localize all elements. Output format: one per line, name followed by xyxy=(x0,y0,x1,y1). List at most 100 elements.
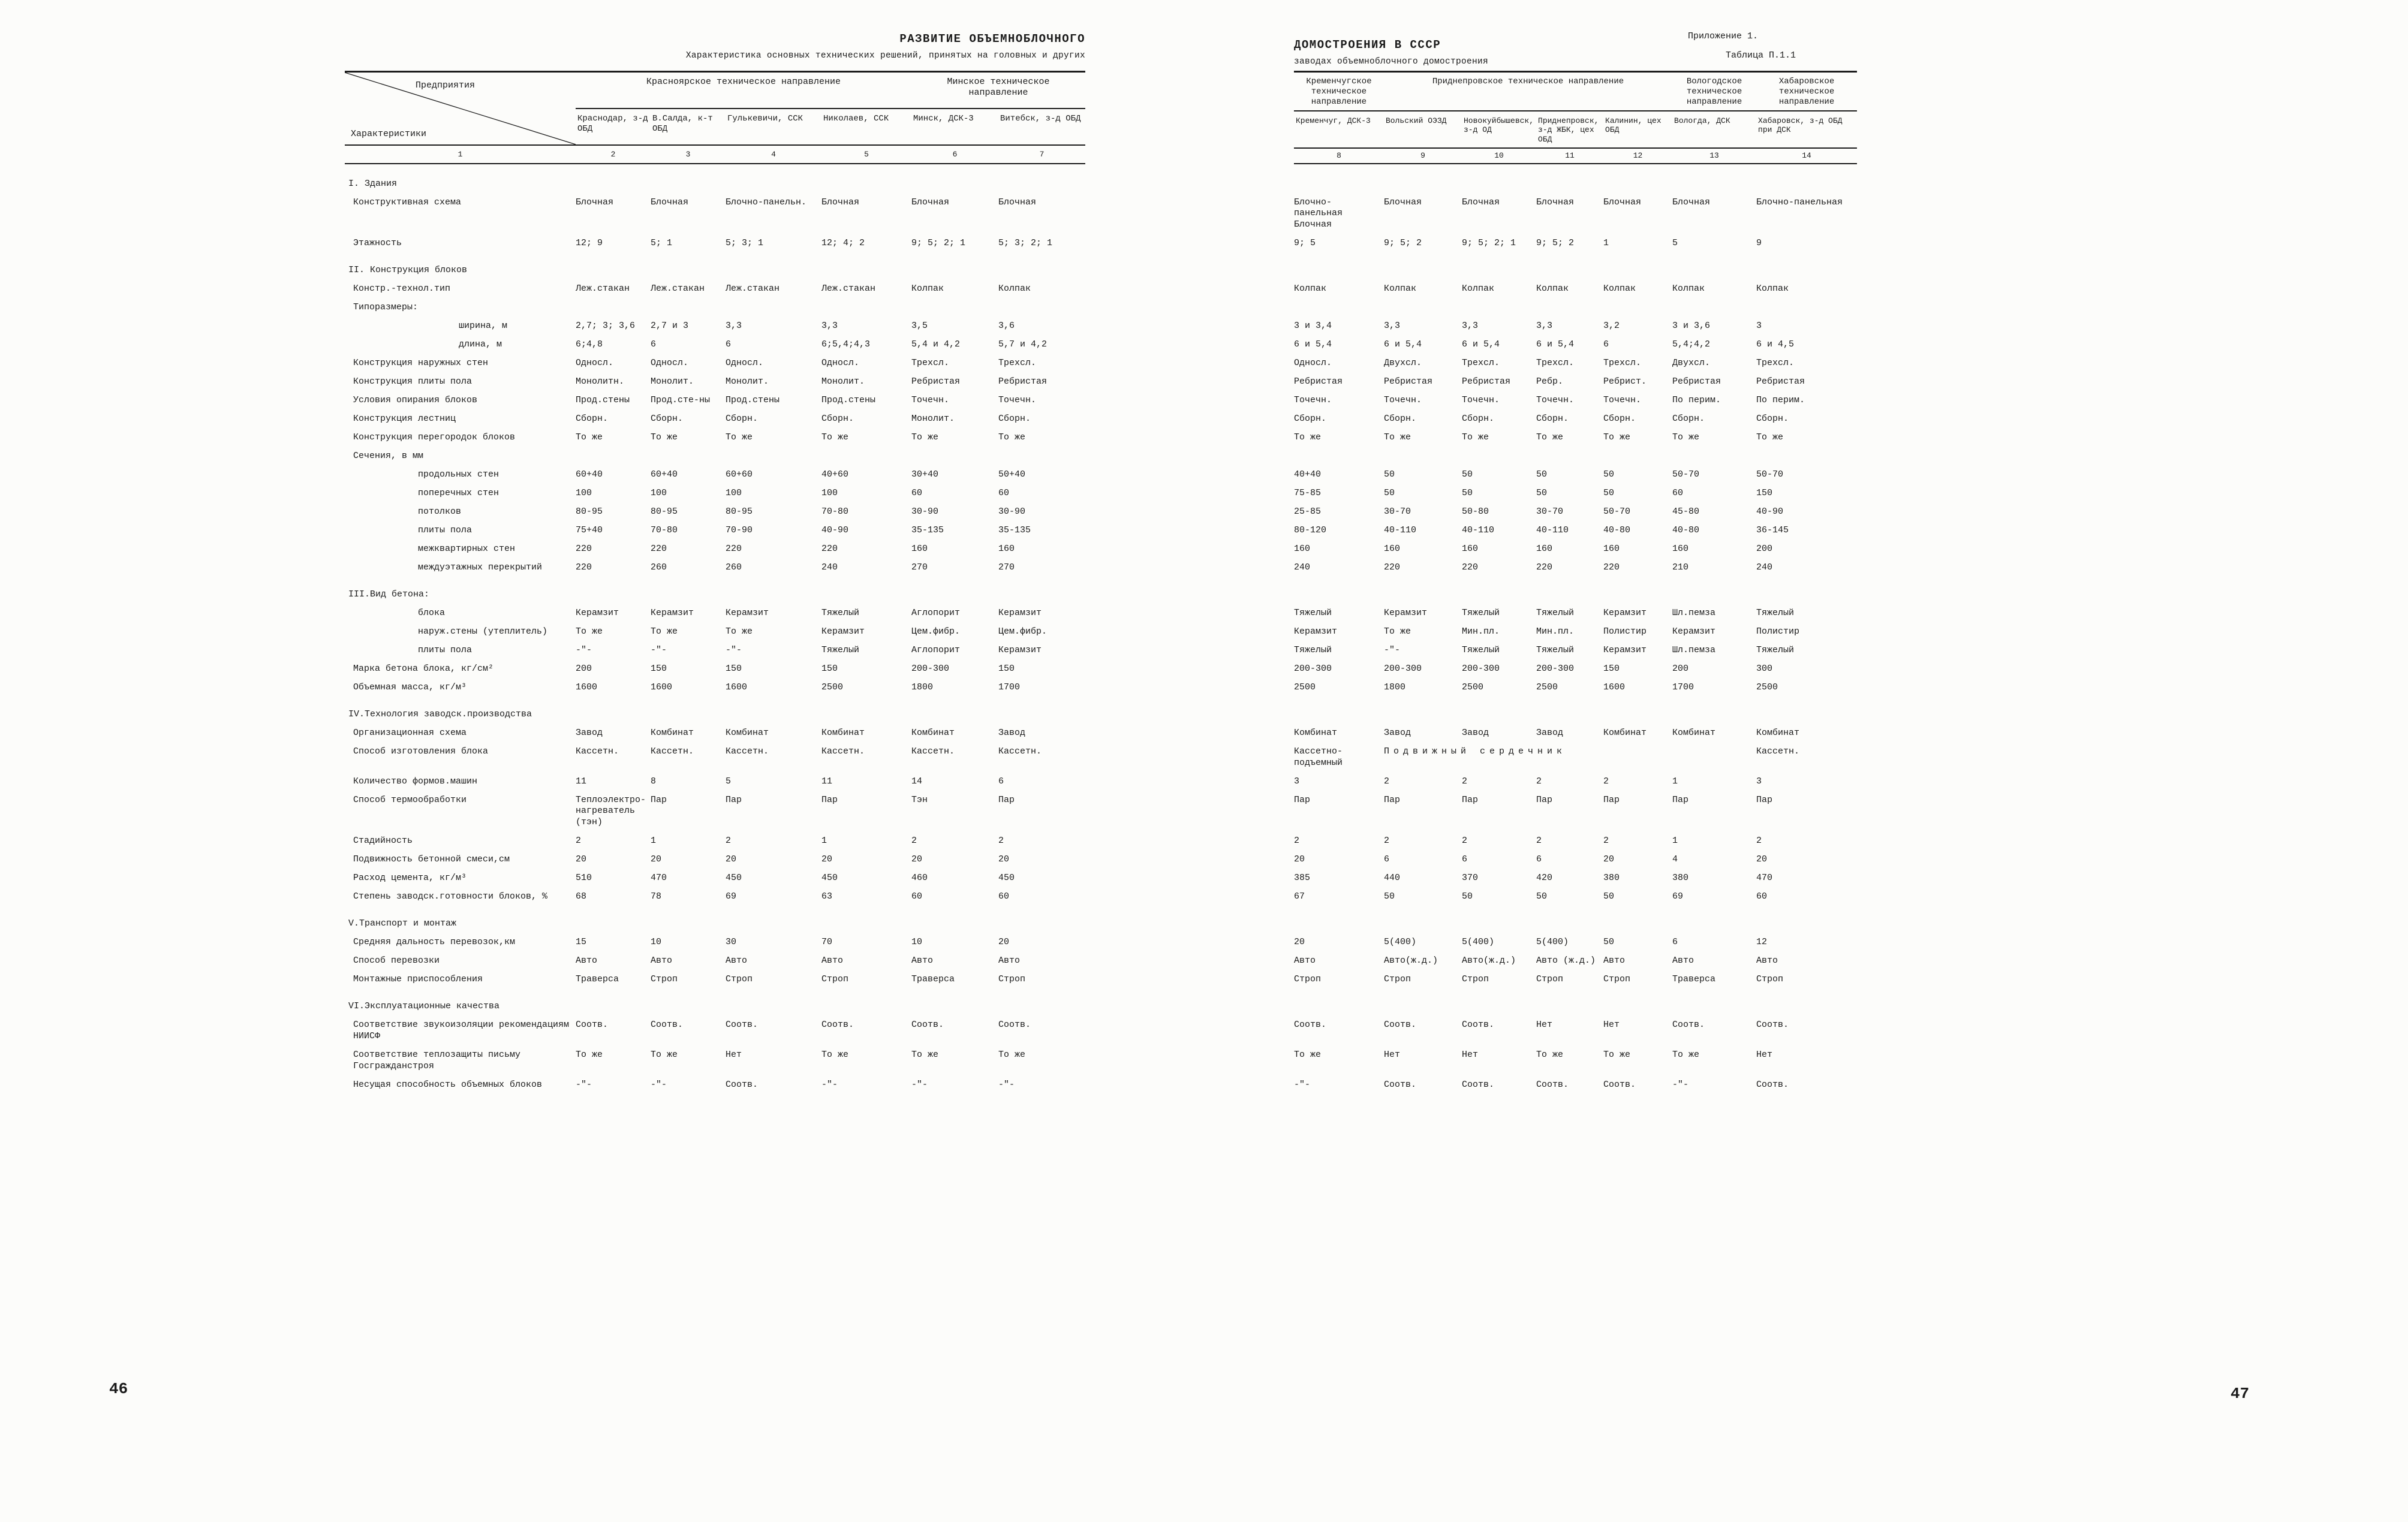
data-cell: Блочная xyxy=(998,197,1037,207)
data-cell: Ребристая xyxy=(911,376,961,387)
data-cell: 60 xyxy=(911,487,923,498)
data-cell: 5,4;4,2 xyxy=(1672,339,1711,349)
data-cell: Пар xyxy=(651,794,667,805)
data-cell: 40-80 xyxy=(1672,525,1700,535)
data-cell: 150 xyxy=(821,663,838,674)
column-header: Приднепровск, з-д ЖБК, цех ОБД xyxy=(1538,116,1599,144)
row-label: Способ изготовления блока xyxy=(353,746,489,757)
data-cell: Трехсл. xyxy=(1536,357,1575,368)
data-cell: 200-300 xyxy=(1462,663,1500,674)
data-cell: Тэн xyxy=(911,794,928,805)
data-cell: 200-300 xyxy=(911,663,950,674)
data-cell: По перим. xyxy=(1672,394,1721,405)
data-cell: 50 xyxy=(1536,487,1548,498)
data-cell: 40-80 xyxy=(1603,525,1631,535)
data-cell: Точечн. xyxy=(1603,394,1642,405)
row-label: блока xyxy=(418,607,446,618)
data-cell: 470 xyxy=(1756,872,1773,883)
data-cell: То же xyxy=(911,432,939,442)
data-cell: 1 xyxy=(1672,776,1678,786)
table-row: 2500 1800 2500 2500 1600 1700 2500 xyxy=(1294,676,1857,695)
data-cell: 270 xyxy=(911,562,928,572)
data-cell: 1800 xyxy=(911,682,934,692)
section-row: VI.Эксплуатационные качества xyxy=(345,987,1085,1014)
row-label: наруж.стены (утеплитель) xyxy=(418,626,548,637)
data-cell: Керамзит xyxy=(998,607,1042,618)
data-cell: Керамзит xyxy=(651,607,694,618)
table-row: Пар Пар Пар Пар Пар Пар Пар xyxy=(1294,789,1857,830)
data-cell: Нет xyxy=(726,1049,742,1060)
table-row: 20 6 6 6 20 4 20 xyxy=(1294,848,1857,867)
section-row: III.Вид бетона: xyxy=(345,575,1085,602)
data-cell: 50 xyxy=(1462,891,1473,902)
data-cell: 150 xyxy=(1756,487,1773,498)
data-cell: 3,2 xyxy=(1603,320,1620,331)
data-cell: Сборн. xyxy=(1536,413,1569,424)
data-cell: 6 и 5,4 xyxy=(1384,339,1422,349)
data-cell: Завод xyxy=(1462,727,1489,738)
data-cell: 6 xyxy=(998,776,1004,786)
right-page-subtitle: заводах объемноблочного домостроения xyxy=(1294,57,1489,67)
data-cell: 1 xyxy=(821,835,827,846)
data-cell: То же xyxy=(911,1049,939,1060)
table-row: Марка бетона блока, кг/см² 200 150 150 150 20… xyxy=(345,658,1085,676)
data-cell: 50-70 xyxy=(1756,469,1784,480)
data-cell: 14 xyxy=(911,776,923,786)
data-cell: 270 xyxy=(998,562,1015,572)
data-cell: 200 xyxy=(1756,543,1773,554)
data-cell: Строп xyxy=(1603,974,1631,984)
data-cell: Блочная xyxy=(1384,197,1422,207)
group-header: Хабаровское техническое направление xyxy=(1756,71,1858,111)
data-cell: 160 xyxy=(1294,543,1311,554)
data-cell: Нет xyxy=(1384,1049,1401,1060)
table-row: 25-85 30-70 50-80 30-70 50-70 45-80 40-90 xyxy=(1294,501,1857,519)
diagonal-line xyxy=(345,73,576,144)
table-row: 40+40 50 50 50 50 50-70 50-70 xyxy=(1294,463,1857,482)
section-row: II. Конструкция блоков xyxy=(345,251,1085,278)
data-cell: Соотв. xyxy=(1672,1019,1705,1030)
data-cell: 1600 xyxy=(576,682,598,692)
row-label: Подвижность бетонной смеси,см xyxy=(353,854,510,864)
table-row: плиты пола 75+40 70-80 70-90 40-90 35-135 35-1… xyxy=(345,519,1085,538)
column-header: Кременчуг, ДСК-3 xyxy=(1296,116,1371,125)
data-cell: Соотв. xyxy=(821,1019,854,1030)
table-row: Кассетно-подъемный Подвижный сердечник Кас… xyxy=(1294,740,1857,770)
data-cell: Комбинат xyxy=(726,727,769,738)
data-cell: 60 xyxy=(1756,891,1768,902)
data-cell: Керамзит xyxy=(821,626,865,637)
data-cell: Керамзит xyxy=(726,607,769,618)
table-row: Блочно-панельная Блочная Блочная Блочная Бл… xyxy=(1294,191,1857,232)
data-cell: 9; 5; 2 xyxy=(1536,237,1575,248)
data-cell: 60 xyxy=(911,891,923,902)
data-cell: Строп xyxy=(651,974,678,984)
data-cell: 60+60 xyxy=(726,469,753,480)
data-cell: То же xyxy=(1384,432,1411,442)
data-cell: Трехсл. xyxy=(1756,357,1795,368)
data-cell: Завод xyxy=(1536,727,1564,738)
data-cell: 150 xyxy=(1603,663,1620,674)
row-label: Конструкция плиты пола xyxy=(353,376,472,387)
data-cell: Комбинат xyxy=(651,727,694,738)
data-cell: Соотв. xyxy=(726,1079,758,1090)
column-header: В.Салда, к-т ОБД xyxy=(652,114,713,134)
data-cell: Колпак xyxy=(998,283,1031,294)
row-label: Соответствие теплозащиты письму Госгражд… xyxy=(353,1049,521,1071)
data-cell: 2 xyxy=(1756,835,1762,846)
column-header: Николаев, ССК xyxy=(823,114,889,124)
data-cell: 1600 xyxy=(726,682,748,692)
column-number: 3 xyxy=(651,144,726,164)
data-cell: То же xyxy=(726,432,753,442)
data-cell: То же xyxy=(821,432,849,442)
section-row: I. Здания xyxy=(345,164,1085,191)
data-cell: 40+40 xyxy=(1294,469,1322,480)
data-cell: 40-110 xyxy=(1536,525,1569,535)
data-cell: Соотв. xyxy=(998,1019,1031,1030)
data-cell: Колпак xyxy=(1384,283,1417,294)
data-cell: Тяжелый xyxy=(1536,644,1575,655)
row-label: Способ перевозки xyxy=(353,955,440,966)
table-row: ширина, м 2,7; 3; 3,6 2,7 и 3 3,3 3,3 3,5 3,6 xyxy=(345,315,1085,333)
data-cell: 75-85 xyxy=(1294,487,1322,498)
row-label: Организационная схема xyxy=(353,727,467,738)
data-cell: 60 xyxy=(998,891,1010,902)
data-cell: То же xyxy=(1756,432,1784,442)
